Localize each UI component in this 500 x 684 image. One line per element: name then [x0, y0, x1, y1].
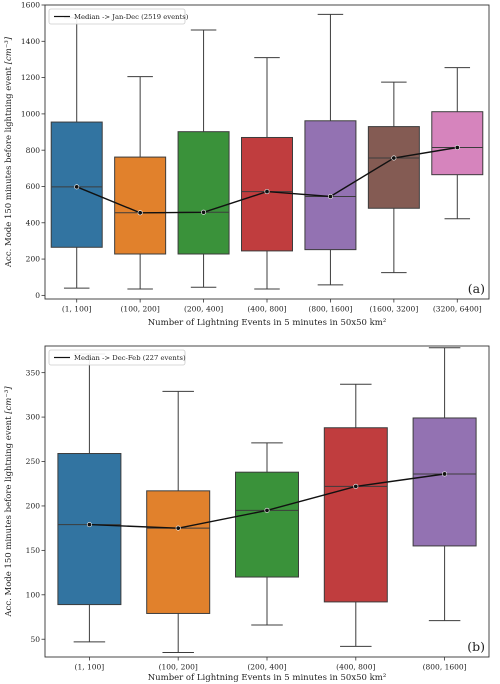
box-5	[304, 13, 357, 286]
box-iqr	[367, 126, 420, 209]
y-tick-label: 1400	[21, 37, 40, 46]
box-4	[241, 57, 293, 290]
y-tick-label: 1000	[21, 109, 40, 118]
median-point	[74, 184, 80, 190]
box-1	[57, 353, 122, 643]
y-tick-label: 200	[26, 502, 41, 511]
x-tick-label: (100, 200]	[159, 663, 198, 672]
y-tick-label: 600	[26, 182, 41, 191]
median-point	[264, 189, 270, 195]
y-axis-label: Acc. Mode 150 minutes before lightning e…	[4, 36, 14, 268]
x-tick-label: (3200, 6400]	[433, 305, 482, 314]
y-tick-label: 200	[26, 255, 41, 264]
median-point	[391, 155, 397, 161]
box-5	[412, 347, 477, 622]
y-axis-label-unit: [cm⁻³]	[4, 386, 14, 414]
box-iqr	[235, 471, 299, 578]
box-iqr	[323, 427, 388, 603]
box-iqr	[431, 111, 484, 176]
median-point	[327, 193, 333, 199]
x-tick-label: (800, 1600]	[308, 305, 352, 314]
median-point	[175, 525, 181, 531]
y-axis-label-unit: [cm⁻³]	[4, 36, 14, 64]
x-tick-label: (1600, 3200]	[369, 305, 418, 314]
box-iqr	[304, 120, 357, 251]
box-iqr	[241, 136, 293, 252]
x-tick-label: (400, 800]	[336, 663, 375, 672]
median-point	[264, 507, 270, 513]
x-tick-label: (100, 200]	[121, 305, 160, 314]
median-point	[201, 209, 207, 215]
box-7	[431, 67, 484, 220]
y-axis-label-text: Acc. Mode 150 minutes before lightning e…	[4, 414, 14, 618]
y-tick-label: 50	[30, 635, 40, 644]
panel-label: (b)	[467, 639, 485, 654]
y-tick-label: 1200	[21, 73, 40, 82]
box-iqr	[146, 490, 211, 614]
median-point	[353, 483, 359, 489]
panel-a: 0 200 400 600 800 1000 1200 1400 1600 (1, 100] (10…	[4, 1, 490, 328]
x-tick-label: (400, 800]	[247, 305, 286, 314]
legend-label: Median -> Dec-Feb (227 events)	[74, 354, 186, 362]
y-tick-label: 400	[26, 218, 41, 227]
box-4	[323, 383, 388, 647]
box-iqr	[177, 131, 230, 255]
panel-b: 50 100 150 200 250 300 350 (1, 100] (100, 200] (2…	[4, 345, 490, 683]
box-iqr	[412, 417, 477, 547]
box-3	[235, 442, 299, 626]
box-iqr	[57, 453, 122, 606]
median-point	[454, 144, 460, 150]
median-point	[86, 522, 92, 528]
x-tick-label: (1, 100]	[75, 663, 105, 672]
x-axis-label: Number of Lightning Events in 5 minutes …	[148, 318, 387, 328]
panel-label: (a)	[468, 281, 485, 296]
median-point	[442, 471, 448, 477]
box-6	[367, 81, 420, 274]
legend-box	[48, 8, 186, 25]
x-tick-label: (800, 1600]	[423, 663, 467, 672]
y-tick-label: 800	[26, 146, 41, 155]
legend: Median -> Jan-Dec (2519 events)	[48, 8, 189, 25]
y-tick-label: 350	[26, 368, 41, 377]
y-tick-label: 0	[35, 291, 40, 300]
y-tick-label: 100	[26, 590, 41, 599]
y-tick-label: 300	[26, 413, 41, 422]
x-axis-label: Number of Lightning Events in 5 minutes …	[148, 673, 387, 683]
box-2	[146, 390, 211, 654]
legend: Median -> Dec-Feb (227 events)	[48, 349, 186, 366]
y-axis-label-text: Acc. Mode 150 minutes before lightning e…	[4, 64, 14, 268]
y-axis-label: Acc. Mode 150 minutes before lightning e…	[4, 386, 14, 618]
x-tick-label: (200, 400]	[184, 305, 223, 314]
x-tick-label: (1, 100]	[62, 305, 92, 314]
median-point	[137, 210, 143, 216]
box-3	[177, 29, 230, 288]
y-tick-label: 150	[26, 546, 41, 555]
y-tick-label: 1600	[21, 1, 40, 10]
legend-label: Median -> Jan-Dec (2519 events)	[74, 13, 189, 21]
legend-box	[48, 349, 186, 366]
x-tick-label: (200, 400]	[247, 663, 286, 672]
y-tick-label: 250	[26, 457, 41, 466]
